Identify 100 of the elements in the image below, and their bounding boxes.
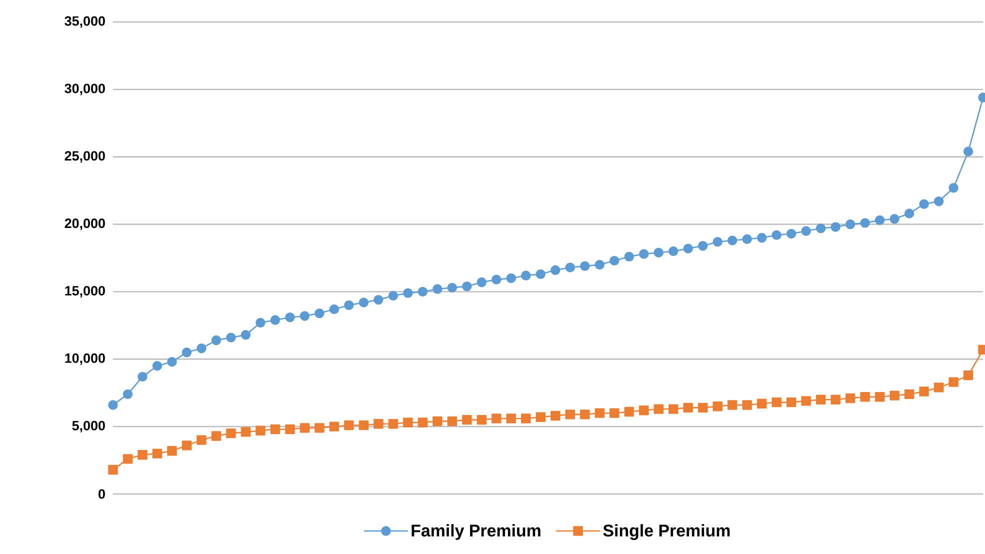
point <box>550 410 560 421</box>
point <box>476 277 486 288</box>
point <box>698 402 708 413</box>
point <box>624 252 634 262</box>
point <box>948 377 958 387</box>
point <box>418 418 428 428</box>
point <box>890 214 900 224</box>
point <box>388 419 398 429</box>
point <box>904 389 914 400</box>
point <box>727 400 738 410</box>
point <box>182 348 192 358</box>
point <box>108 464 118 475</box>
point <box>816 394 826 404</box>
point <box>403 288 413 298</box>
point <box>963 370 974 380</box>
point <box>786 397 796 408</box>
point <box>344 300 354 310</box>
point <box>801 396 811 406</box>
y-tick-label: 20,000 <box>64 218 105 230</box>
point <box>727 236 738 246</box>
point <box>270 424 280 434</box>
point <box>934 196 944 206</box>
point <box>536 412 546 422</box>
point <box>772 230 782 240</box>
point <box>329 304 340 314</box>
point <box>683 244 693 254</box>
point <box>240 330 251 340</box>
point <box>874 392 885 402</box>
point <box>698 241 708 251</box>
point <box>565 410 575 420</box>
legend-label: Single Premium <box>603 524 730 540</box>
point <box>122 389 133 400</box>
point <box>742 400 752 410</box>
point <box>432 416 442 426</box>
point <box>639 406 649 416</box>
point <box>108 400 118 410</box>
point <box>374 294 384 305</box>
point <box>742 234 752 244</box>
point <box>580 261 590 271</box>
point <box>506 414 516 424</box>
y-tick-label: 25,000 <box>64 151 105 163</box>
point <box>492 274 502 284</box>
point <box>816 223 826 234</box>
point <box>447 282 458 293</box>
point <box>712 236 722 247</box>
point <box>211 335 222 346</box>
point <box>447 416 458 426</box>
legend-label: Family Premium <box>412 524 540 540</box>
point <box>756 232 767 243</box>
point <box>285 424 295 434</box>
point <box>432 284 442 294</box>
y-tick-label: 15,000 <box>65 286 105 298</box>
point <box>654 248 664 258</box>
point <box>329 422 340 432</box>
point <box>845 393 856 404</box>
y-tick-label: 10,000 <box>65 353 105 365</box>
y-tick-label: 0 <box>98 489 105 499</box>
point <box>654 404 664 414</box>
point <box>462 281 472 292</box>
point <box>358 298 369 308</box>
point <box>196 435 206 445</box>
point <box>830 394 840 404</box>
point <box>122 454 133 464</box>
point <box>240 427 251 437</box>
point <box>152 448 162 458</box>
point <box>388 290 398 301</box>
point <box>418 286 428 297</box>
point <box>786 228 796 239</box>
point <box>594 408 604 418</box>
point <box>536 269 546 280</box>
y-tick-label: 35,000 <box>64 16 105 28</box>
point <box>565 262 575 272</box>
point <box>683 402 693 413</box>
point <box>934 382 944 392</box>
point <box>919 199 929 209</box>
point <box>182 440 192 450</box>
point <box>580 410 590 420</box>
point <box>668 404 678 414</box>
point <box>890 390 900 400</box>
point <box>152 361 162 371</box>
point <box>963 146 974 156</box>
point <box>167 356 177 367</box>
point <box>138 372 148 382</box>
point <box>521 270 531 280</box>
point <box>756 398 767 408</box>
y-tick-label: 5,000 <box>72 420 105 432</box>
point <box>256 318 266 328</box>
point <box>610 256 620 266</box>
point <box>668 246 678 256</box>
point <box>403 418 413 428</box>
point <box>344 420 354 430</box>
point <box>610 408 620 418</box>
point <box>919 386 929 396</box>
point <box>860 218 870 228</box>
point <box>196 344 206 354</box>
point <box>492 414 502 424</box>
point <box>358 420 369 430</box>
point <box>521 414 531 424</box>
point <box>211 431 222 441</box>
point <box>476 414 486 425</box>
